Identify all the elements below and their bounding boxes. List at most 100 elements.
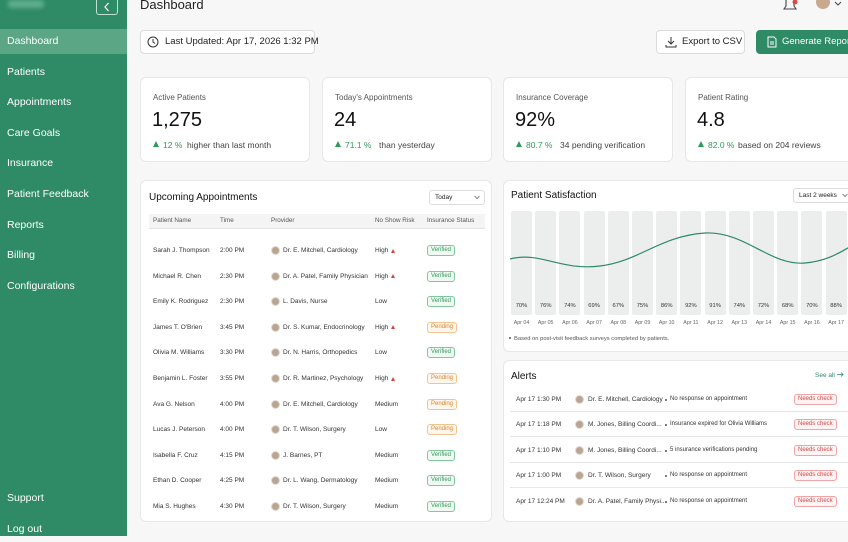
bar-background [777, 211, 799, 315]
provider: J. Barnes, PT [283, 451, 323, 459]
status-text: Pending [431, 375, 454, 381]
time: 3:45 PM [220, 323, 245, 331]
bar-date: Apr 07 [586, 320, 602, 326]
no-show-risk: Medium [375, 503, 399, 510]
nav-item[interactable]: Configurations [7, 279, 75, 292]
chart-note: Based on post-visit feedback surveys com… [509, 336, 669, 342]
kpi-value: 1,275 [152, 109, 203, 131]
no-show-risk: High [375, 272, 389, 280]
table-header [149, 214, 485, 229]
bullet [665, 449, 667, 452]
provider: Dr. A. Patel, Family Physician [283, 272, 368, 280]
provider: L. Davis, Nurse [283, 298, 328, 306]
alert-user: M. Jones, Billing Coordi... [588, 421, 662, 429]
bar-label: 72% [757, 303, 770, 309]
kpi-change: 12 % [163, 140, 183, 150]
nav-item[interactable]: Reports [7, 218, 44, 231]
dropdown-icon [842, 193, 848, 198]
filter-select[interactable]: Last 2 weeks [793, 188, 848, 203]
export-button[interactable]: Export to CSV [656, 30, 745, 54]
status-text: Needs check [798, 472, 833, 479]
status-text: Pending [431, 426, 454, 433]
see-all-link[interactable]: See all [815, 372, 844, 379]
alert-status: Needs check [794, 444, 837, 456]
bar-background [680, 211, 702, 315]
nav-item[interactable]: Appointments [7, 96, 72, 109]
nav-item[interactable]: Billing [7, 249, 36, 262]
status-text: Needs check [798, 396, 833, 402]
alert-user: Dr. E. Mitchell, Cardiology [588, 396, 663, 403]
bar-date: Apr 09 [634, 320, 651, 326]
status-text: Pending [431, 400, 454, 407]
bar-label: 67% [612, 303, 625, 309]
time: 4:00 PM [220, 400, 245, 408]
provider: Dr. N. Harris, Orthopedics [283, 349, 358, 357]
provider: Dr. T. Wilson, Surgery [283, 426, 346, 434]
filter-select[interactable]: Today [429, 190, 485, 205]
alert-status: Needs check [794, 394, 837, 405]
alert-message: No response on appointment [670, 472, 748, 479]
alert-status: Needs check [794, 470, 837, 482]
trend-icon [335, 141, 341, 147]
column-header: Insurance Status [427, 217, 475, 224]
generate-report-button[interactable]: Generate Report [756, 30, 848, 54]
status-badge: Verified [427, 449, 456, 461]
generate-report-label: Generate Report [782, 36, 848, 47]
report-icon [767, 36, 777, 48]
note-text: Based on post-visit feedback surveys com… [514, 336, 670, 342]
nav-item[interactable]: Patients [7, 65, 45, 78]
alert-user: Dr. T. Wilson, Surgery [588, 472, 651, 480]
bar-date: Apr 11 [683, 320, 699, 326]
alert-message: Insurance expired for Olivia Williams [670, 421, 768, 428]
status-text: Verified [431, 349, 452, 356]
clock-icon [147, 36, 159, 48]
patient-name: Ethan D. Cooper [153, 477, 202, 485]
patient-name: Ava G. Nelson [153, 400, 195, 408]
status-badge: Verified [427, 245, 456, 256]
nav-item[interactable]: Patient Feedback [7, 188, 89, 200]
nav-item[interactable]: Insurance [7, 157, 54, 170]
kpi-label: Insurance Coverage [516, 93, 589, 102]
bar-background [825, 211, 847, 315]
risk-icon [391, 325, 395, 330]
column-header: Provider [271, 217, 295, 224]
card-title: Patient Satisfaction [511, 190, 597, 201]
nav-item[interactable]: Support [7, 492, 44, 504]
arrow-icon [836, 372, 844, 377]
patient-name: Mia S. Hughes [153, 503, 196, 510]
collapse-button[interactable] [96, 0, 118, 15]
risk-icon [391, 248, 395, 253]
kpi-change: 80.7 % [526, 140, 553, 150]
bullet [665, 500, 667, 503]
kpi-note: based on 204 reviews [738, 140, 821, 150]
bar-date: Apr 12 [707, 320, 723, 326]
chevron-icon [104, 2, 109, 12]
status-text: Verified [431, 503, 452, 509]
note-bullet [509, 337, 511, 340]
alert-time: Apr 17 1:18 PM [516, 421, 562, 429]
nav-item[interactable]: Care Goals [7, 126, 61, 139]
time: 4:25 PM [220, 477, 245, 485]
alert-time: Apr 17 1:30 PM [516, 396, 562, 403]
kpi-note: higher than last month [187, 140, 272, 150]
kpi-card: Insurance Coverage 92% 80.7 % 34 pending ve… [503, 77, 673, 162]
user-avatar[interactable] [815, 0, 845, 12]
bar-background [559, 211, 581, 315]
user-avatar [575, 496, 584, 506]
notification-icon[interactable] [783, 0, 799, 12]
no-show-risk: Low [375, 349, 387, 357]
nav-item[interactable]: Dashboard [0, 29, 127, 54]
row-divider [510, 461, 848, 463]
no-show-risk: Medium [375, 477, 399, 485]
bar-date: Apr 15 [779, 320, 796, 326]
kpi-label: Patient Rating [698, 93, 749, 102]
alert-message: No response on appointment [670, 396, 748, 402]
kpi-value: 4.8 [697, 109, 725, 131]
status-badge: Pending [427, 373, 458, 384]
alerts-card: Alerts See all Apr 17 1:30 PM Dr. E. Mitc… [503, 360, 848, 522]
nav-item[interactable]: Log out [7, 523, 43, 535]
bar-date: Apr 10 [658, 320, 675, 326]
kpi-card: Patient Rating 4.8 82.0 % based on 204 revi… [685, 77, 848, 162]
provider-avatar [271, 271, 280, 281]
kpi-value: 92% [515, 109, 556, 131]
